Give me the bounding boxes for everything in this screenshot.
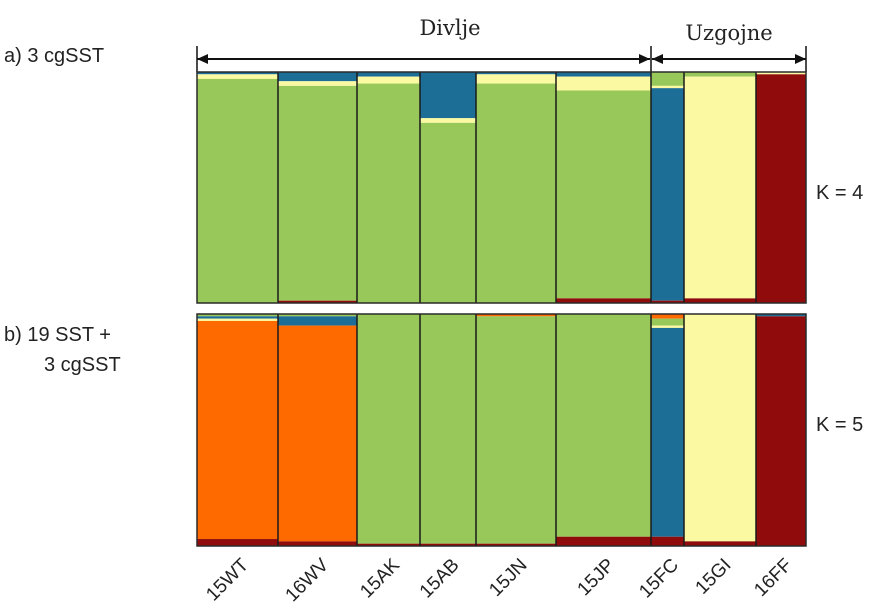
panel-b-bar-15fc-cluster-3 xyxy=(651,327,684,537)
population-label-15gi: 15GI xyxy=(692,555,736,599)
arrow-head-right-icon xyxy=(795,54,806,64)
panel-a-bar-16ff-cluster-3 xyxy=(756,72,806,75)
panel-a-bar-16wv-cluster-2 xyxy=(278,72,357,82)
panel-b-bar-15wt-cluster-1 xyxy=(197,320,278,540)
arrow-head-left-icon xyxy=(197,54,208,64)
group-label-divlje: Divlje xyxy=(419,16,480,40)
group-label-uzgojne: Uzgojne xyxy=(685,21,772,45)
population-label-15ak: 15AK xyxy=(356,554,404,602)
population-label-15jp: 15JP xyxy=(574,555,619,600)
panel-b-frame xyxy=(196,313,807,547)
panel-a-bar-15fc-cluster-2 xyxy=(651,88,684,301)
panel-a-bar-15fc-cluster-4 xyxy=(651,300,684,303)
panel-a-bar-15jn-cluster-3 xyxy=(476,74,556,84)
panel-a-bar-15gi-cluster-3 xyxy=(684,76,756,299)
panel-a-bar-15jp-cluster-4 xyxy=(556,298,651,303)
panel-a-bar-15fc-cluster-1 xyxy=(651,72,684,86)
panel-a-k-label: K = 4 xyxy=(816,182,863,204)
panel-b-bar-16wv-cluster-1 xyxy=(278,325,357,542)
panel-b-bar-15ak-cluster-5 xyxy=(357,543,420,546)
panel-b-label-line2: 3 cgSST xyxy=(44,354,121,376)
population-label-16ff: 16FF xyxy=(750,555,796,601)
panel-a-bar-15ak-cluster-3 xyxy=(357,76,420,84)
panel-b-bar-15jn-cluster-2 xyxy=(476,316,556,544)
panel-a-label: a) 3 cgSST xyxy=(4,45,104,67)
panel-b-bar-15wt-cluster-5 xyxy=(197,539,278,546)
panel-b-bar-15wt-cluster-2 xyxy=(197,314,278,317)
panel-b-bar-15gi-cluster-4 xyxy=(684,314,756,542)
panel-a-bar-16ff-cluster-4 xyxy=(756,74,806,303)
arrow-head-right-icon xyxy=(639,54,650,64)
population-label-15jn: 15JN xyxy=(485,555,531,601)
arrow-head-left-icon xyxy=(652,54,663,64)
panel-a-bar-15wt-cluster-1 xyxy=(197,78,278,304)
panel-b-bar-15fc-cluster-1 xyxy=(651,314,684,319)
panel-a-bar-15jp-cluster-1 xyxy=(556,90,651,299)
panel-b-plot xyxy=(196,313,807,547)
panel-a-plot xyxy=(196,71,807,304)
panel-a-bar-15ab-cluster-3 xyxy=(420,118,476,123)
panel-b-bar-15jn-cluster-1 xyxy=(476,314,556,317)
panel-a-bar-15ak-cluster-1 xyxy=(357,83,420,303)
panel-b-bar-15gi-cluster-5 xyxy=(684,541,756,546)
population-label-15ab: 15AB xyxy=(416,555,464,603)
panel-a-frame xyxy=(196,71,807,304)
population-label-16wv: 16WV xyxy=(282,554,334,606)
panel-a-bar-15jp-cluster-3 xyxy=(556,76,651,91)
group-header: Divlje Uzgojne xyxy=(196,16,807,72)
panel-a-bar-15wt-cluster-2 xyxy=(197,72,278,75)
panel-a-bar-15jn-cluster-2 xyxy=(476,72,556,75)
population-label-15wt: 15WT xyxy=(202,554,253,605)
panel-a-bar-15ab-cluster-1 xyxy=(420,122,476,303)
panel-b-bar-16wv-cluster-5 xyxy=(278,541,357,546)
panel-a-bar-15jp-cluster-2 xyxy=(556,72,651,77)
panel-b-bar-16ff-cluster-3 xyxy=(756,314,806,317)
panel-b-bar-15fc-cluster-4 xyxy=(651,325,684,328)
panel-b-bar-15wt-cluster-4 xyxy=(197,318,278,321)
panel-a-bar-16wv-cluster-3 xyxy=(278,81,357,86)
panel-b-bar-15jn-cluster-5 xyxy=(476,543,556,546)
panel-a-bar-15wt-cluster-3 xyxy=(197,74,278,79)
panel-b-bar-15ak-cluster-2 xyxy=(357,314,420,544)
panel-b-bar-15fc-cluster-5 xyxy=(651,536,684,546)
panel-b-bar-15jp-cluster-5 xyxy=(556,536,651,546)
panel-a-bar-16wv-cluster-1 xyxy=(278,85,357,301)
panel-b-bar-16wv-cluster-3 xyxy=(278,316,357,326)
panel-a-bar-15ab-cluster-2 xyxy=(420,72,476,119)
panel-a-bar-15ak-cluster-2 xyxy=(357,72,420,77)
panel-a-bar-15fc-cluster-3 xyxy=(651,85,684,89)
panel-b-k-label: K = 5 xyxy=(816,414,863,436)
panel-b-bar-16wv-cluster-2 xyxy=(278,314,357,317)
panel-b-bar-15wt-cluster-3 xyxy=(197,316,278,319)
panel-b-bar-16ff-cluster-5 xyxy=(756,316,806,546)
panel-b-bar-15fc-cluster-2 xyxy=(651,318,684,326)
panel-b-bar-15jp-cluster-2 xyxy=(556,314,651,537)
panel-b-bar-15ab-cluster-5 xyxy=(420,543,476,546)
population-label-15fc: 15FC xyxy=(635,555,683,603)
panel-a-bar-15gi-cluster-1 xyxy=(684,72,756,77)
panel-b-bar-15ab-cluster-2 xyxy=(420,314,476,544)
panel-a-bar-16wv-cluster-4 xyxy=(278,300,357,303)
panel-a-bar-15jn-cluster-1 xyxy=(476,83,556,303)
panel-a-bar-15gi-cluster-4 xyxy=(684,298,756,303)
population-labels: 15WT 16WV 15AK 15AB 15JN 15JP 15FC 15GI 16FF xyxy=(202,554,796,606)
panel-b-label-line1: b) 19 SST + xyxy=(4,324,111,346)
